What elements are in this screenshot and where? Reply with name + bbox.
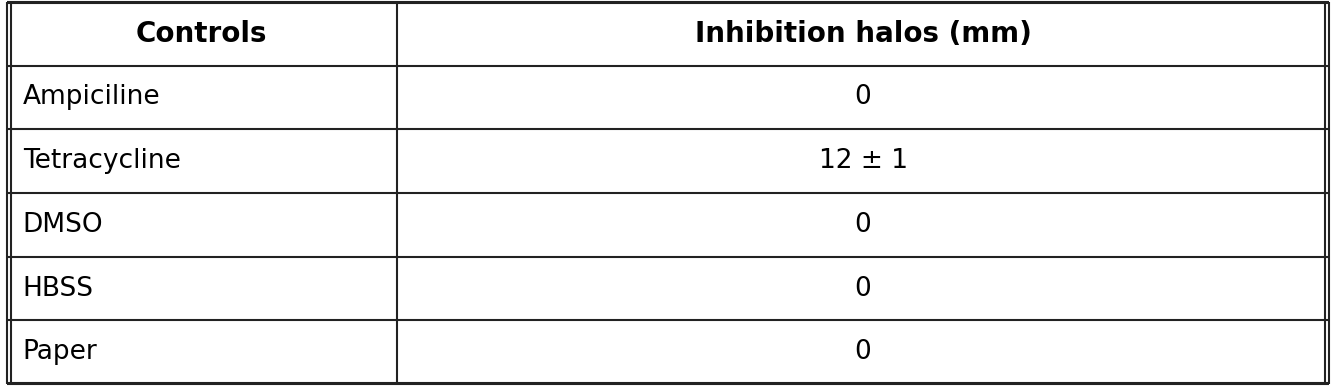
Text: DMSO: DMSO	[23, 212, 103, 238]
Text: 0: 0	[855, 85, 871, 110]
Text: Paper: Paper	[23, 339, 98, 365]
Text: 12 ± 1: 12 ± 1	[819, 148, 907, 174]
Text: Controls: Controls	[136, 20, 267, 48]
Text: Inhibition halos (mm): Inhibition halos (mm)	[695, 20, 1031, 48]
Text: HBSS: HBSS	[23, 276, 94, 301]
Text: Tetracycline: Tetracycline	[23, 148, 180, 174]
Text: 0: 0	[855, 276, 871, 301]
Text: 0: 0	[855, 339, 871, 365]
Text: Ampiciline: Ampiciline	[23, 85, 160, 110]
Text: 0: 0	[855, 212, 871, 238]
